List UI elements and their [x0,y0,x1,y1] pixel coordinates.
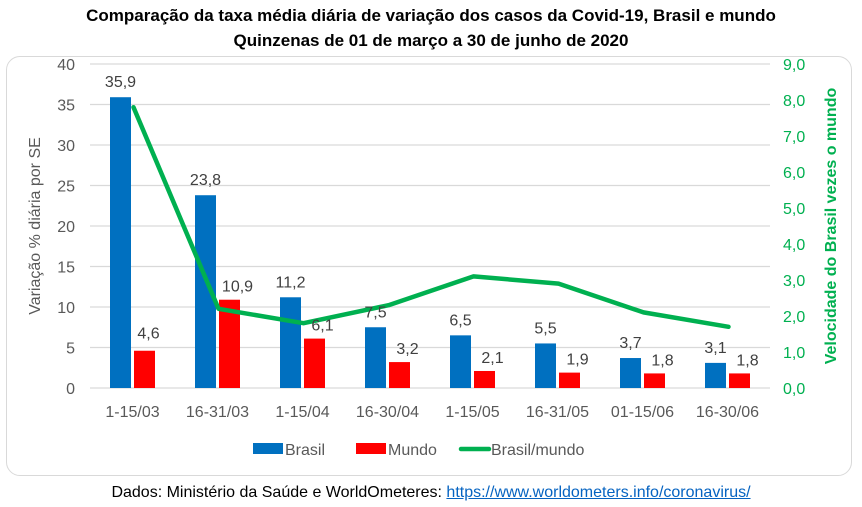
data-label: 1,8 [736,352,758,369]
chart-title: Comparação da taxa média diária de varia… [86,6,776,25]
legend-swatch-brasil [253,443,283,454]
data-labels: 35,9 4,6 23,8 10,9 11,2 6,1 7,5 3,2 6,5 2,1 5,5 1,9… [105,74,759,369]
bar-brasil [450,335,471,388]
legend-label: Brasil [285,442,325,459]
data-label: 2,1 [481,350,503,367]
chart-frame [6,56,852,476]
data-label: 3,2 [396,341,418,358]
bar-brasil [195,195,216,388]
y2-tick-label: 7,0 [783,129,805,146]
y-tick-label: 25 [57,179,75,196]
y2-tick-label: 8,0 [783,93,805,110]
data-label: 6,5 [449,312,471,329]
data-label: 35,9 [105,74,136,91]
legend-label: Mundo [388,442,437,459]
y2-tick-label: 0,0 [783,381,805,398]
bar-mundo [134,350,155,388]
y-tick-label: 10 [57,300,75,317]
data-label: 3,1 [704,340,726,357]
x-tick-label: 01-15/06 [611,404,674,421]
source-text: Dados: Ministério da Saúde e WorldOmeter… [111,484,447,501]
y2-tick-label: 2,0 [783,309,805,326]
y-tick-label: 30 [57,138,75,155]
y-axis-label: Variação % diária por SE [27,137,44,315]
x-axis-ticks: 1-15/03 16-31/03 1-15/04 16-30/04 1-15/05 16-… [105,404,759,421]
x-tick-label: 1-15/05 [445,404,499,421]
data-label: 5,5 [534,320,556,337]
y-tick-label: 5 [66,341,75,358]
bar-brasil [365,327,386,388]
data-label: 11,2 [276,274,306,291]
bar-mundo [729,373,750,388]
bar-mundo [644,373,665,388]
x-tick-label: 16-31/03 [186,404,249,421]
chart-subtitle: Quinzenas de 01 de março a 30 de junho d… [233,31,629,50]
bar-mundo [559,372,580,388]
y2-tick-label: 4,0 [783,237,805,254]
bar-mundo [474,370,495,388]
x-tick-label: 16-31/05 [526,404,589,421]
x-tick-label: 16-30/06 [696,404,759,421]
right-axis-ticks: 0,0 1,0 2,0 3,0 4,0 5,0 6,0 7,0 8,0 9,0 [783,57,805,398]
y2-tick-label: 5,0 [783,201,805,218]
source-note: Dados: Ministério da Saúde e WorldOmeter… [0,484,862,502]
bar-brasil [280,297,301,388]
y2-tick-label: 9,0 [783,57,805,74]
data-label: 10,9 [222,279,253,296]
data-label: 6,1 [311,318,333,335]
y-tick-label: 40 [57,57,75,74]
data-label: 1,9 [566,352,588,369]
bar-brasil [705,362,726,388]
bar-brasil [535,343,556,388]
data-label: 4,6 [137,326,159,343]
bar-brasil [110,97,131,389]
x-tick-label: 1-15/03 [105,404,159,421]
bar-brasil [620,358,641,388]
y2-tick-label: 6,0 [783,165,805,182]
y-tick-label: 20 [57,219,75,236]
bars [110,97,750,389]
y2-tick-label: 3,0 [783,273,805,290]
line-series [131,104,731,330]
data-label: 1,8 [651,352,673,369]
y2-tick-label: 1,0 [783,345,805,362]
data-label: 23,8 [190,172,221,189]
legend-label: Brasil/mundo [491,442,584,459]
gridlines [90,63,770,389]
data-label: 3,7 [619,335,641,352]
legend-swatch-mundo [356,443,386,454]
y-tick-label: 35 [57,98,75,115]
line-brasil-mundo [131,104,731,330]
bar-mundo [389,362,410,388]
data-label: 7,5 [364,304,386,321]
legend: Brasil Mundo Brasil/mundo [253,442,584,459]
y2-axis-label: Velocidade do Brasil vezes o mundo [823,88,840,365]
left-axis-ticks: 0 5 10 15 20 25 30 35 40 [57,57,75,398]
y-tick-label: 15 [57,260,75,277]
x-tick-label: 1-15/04 [275,404,329,421]
source-link[interactable]: https://www.worldometers.info/coronaviru… [446,484,751,501]
bar-mundo [304,338,325,388]
y-tick-label: 0 [66,381,75,398]
x-tick-label: 16-30/04 [356,404,419,421]
bar-mundo [219,299,240,388]
